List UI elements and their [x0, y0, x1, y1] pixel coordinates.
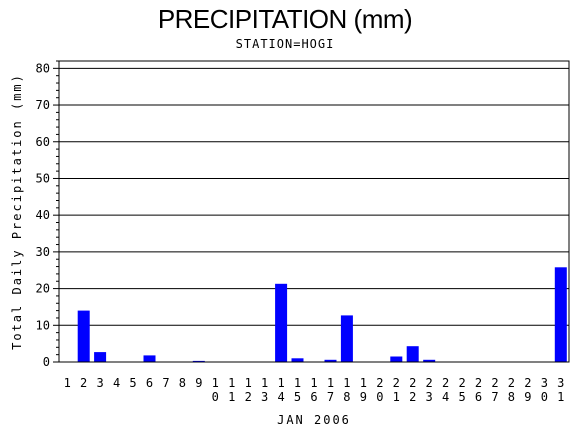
chart-subtitle: STATION=HOGI	[235, 37, 335, 51]
bar-day-23	[423, 359, 436, 362]
y-tick-label: 70	[36, 98, 50, 112]
bar-day-17	[324, 359, 337, 362]
bar-day-9	[192, 360, 205, 362]
bar-day-21	[390, 356, 403, 362]
bar-day-15	[291, 358, 304, 362]
bar-day-18	[340, 315, 353, 362]
x-ticks: 1 2 3 4 5 6 7 8 9 1 01 11 21 31 41 51 61 71 81 92 02 12 22 32 42…	[64, 376, 565, 404]
x-axis-title: JAN 2006	[277, 413, 351, 427]
bar-day-2	[77, 310, 90, 362]
bars	[77, 267, 567, 362]
bar-day-6	[143, 355, 156, 362]
bar-day-22	[406, 346, 419, 362]
y-ticks: 0 10 20 30 40 50 60 70 80	[36, 60, 59, 369]
y-tick-label: 60	[36, 135, 50, 149]
y-tick-label: 40	[36, 208, 50, 222]
plot-frame	[58, 60, 570, 363]
x-tick-label: 4	[113, 376, 120, 390]
x-tick-label: 6	[146, 376, 153, 390]
bar-day-31	[554, 267, 567, 362]
x-tick-label: 5	[129, 376, 136, 390]
y-tick-label: 0	[43, 355, 50, 369]
bar-day-14	[275, 283, 288, 362]
y-tick-label: 30	[36, 245, 50, 259]
y-tick-label: 20	[36, 282, 50, 296]
grid-lines	[59, 67, 569, 326]
y-tick-label: 10	[36, 318, 50, 332]
x-tick-label: 7	[162, 376, 169, 390]
chart-title: PRECIPITATION (mm)	[157, 4, 413, 34]
x-tick-label: 8	[179, 376, 186, 390]
bar-day-3	[94, 352, 107, 362]
x-tick-label: 9	[195, 376, 202, 390]
y-tick-label: 80	[36, 61, 50, 75]
x-tick-label: 1	[64, 376, 71, 390]
x-tick-label: 3	[97, 376, 104, 390]
y-tick-label: 50	[36, 171, 50, 185]
y-axis-title: Total Daily Precipitation (mm)	[10, 73, 24, 350]
x-tick-label: 2	[80, 376, 87, 390]
